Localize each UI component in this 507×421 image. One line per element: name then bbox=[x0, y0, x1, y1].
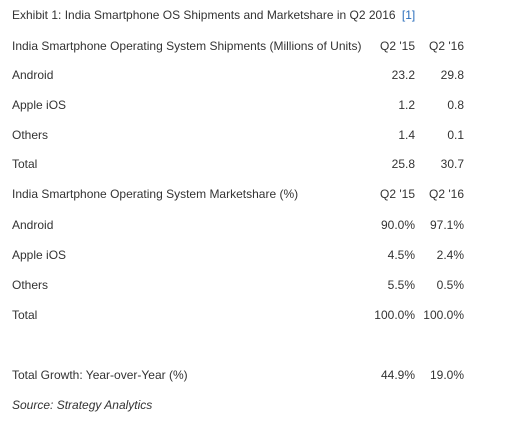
row-label: Total bbox=[12, 308, 38, 322]
cell-q2-16: 0.5% bbox=[436, 278, 464, 292]
row-label: Others bbox=[12, 278, 49, 292]
cell-q2-16: 29.8 bbox=[440, 68, 464, 82]
table-row: Total 25.8 30.7 bbox=[12, 156, 464, 172]
exhibit-caption: Exhibit 1: India Smartphone OS Shipments… bbox=[12, 8, 415, 22]
column-header-q2-16: Q2 '16 bbox=[429, 187, 464, 201]
cell-q2-15: 100.0% bbox=[374, 308, 415, 322]
marketshare-header-label: India Smartphone Operating System Market… bbox=[12, 187, 299, 201]
cell-q2-15: 1.4 bbox=[398, 128, 415, 142]
shipments-header-row: India Smartphone Operating System Shipme… bbox=[12, 38, 464, 54]
table-row: Android 90.0% 97.1% bbox=[12, 217, 464, 233]
shipments-header-label: India Smartphone Operating System Shipme… bbox=[12, 39, 362, 53]
source-note: Source: Strategy Analytics bbox=[12, 398, 153, 412]
row-label: Total bbox=[12, 157, 38, 171]
cell-q2-15: 25.8 bbox=[391, 157, 415, 171]
cell-q2-15: 44.9% bbox=[380, 368, 415, 382]
row-label: Apple iOS bbox=[12, 98, 67, 112]
row-label: Apple iOS bbox=[12, 248, 67, 262]
exhibit-title: Exhibit 1: India Smartphone OS Shipments… bbox=[12, 8, 396, 22]
cell-q2-15: 90.0% bbox=[380, 218, 415, 232]
column-header-q2-15: Q2 '15 bbox=[380, 187, 415, 201]
cell-q2-15: 1.2 bbox=[398, 98, 415, 112]
cell-q2-16: 97.1% bbox=[429, 218, 464, 232]
row-label: Android bbox=[12, 218, 54, 232]
cell-q2-16: 100.0% bbox=[423, 308, 464, 322]
row-label: Others bbox=[12, 128, 49, 142]
growth-row: Total Growth: Year-over-Year (%) 44.9% 1… bbox=[12, 367, 464, 383]
table-row: Apple iOS 1.2 0.8 bbox=[12, 97, 464, 113]
cell-q2-16: 0.8 bbox=[447, 98, 464, 112]
cell-q2-16: 0.1 bbox=[447, 128, 464, 142]
cell-q2-15: 23.2 bbox=[391, 68, 415, 82]
table-row: Others 1.4 0.1 bbox=[12, 127, 464, 143]
row-label: Android bbox=[12, 68, 54, 82]
column-header-q2-16: Q2 '16 bbox=[429, 39, 464, 53]
table-row: Android 23.2 29.8 bbox=[12, 67, 464, 83]
cell-q2-15: 4.5% bbox=[387, 248, 415, 262]
cell-q2-16: 19.0% bbox=[429, 368, 464, 382]
table-row: Apple iOS 4.5% 2.4% bbox=[12, 247, 464, 263]
cell-q2-15: 5.5% bbox=[387, 278, 415, 292]
table-row: Total 100.0% 100.0% bbox=[12, 307, 464, 323]
table-row: Others 5.5% 0.5% bbox=[12, 277, 464, 293]
marketshare-header-row: India Smartphone Operating System Market… bbox=[12, 186, 464, 202]
growth-label: Total Growth: Year-over-Year (%) bbox=[12, 368, 188, 382]
column-header-q2-15: Q2 '15 bbox=[380, 39, 415, 53]
cell-q2-16: 2.4% bbox=[436, 248, 464, 262]
cell-q2-16: 30.7 bbox=[440, 157, 464, 171]
reference-link[interactable]: [1] bbox=[401, 8, 416, 22]
